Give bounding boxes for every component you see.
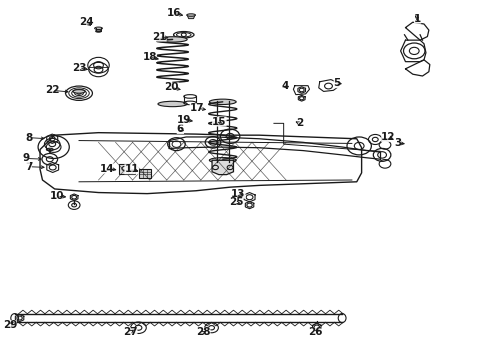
- Text: 17: 17: [189, 103, 204, 113]
- Text: 21: 21: [152, 32, 166, 41]
- Text: 12: 12: [380, 132, 395, 142]
- Ellipse shape: [158, 101, 187, 107]
- Text: 19: 19: [176, 115, 191, 125]
- Text: 24: 24: [79, 17, 93, 27]
- Text: 14: 14: [100, 163, 114, 174]
- Text: 7: 7: [25, 162, 33, 172]
- Text: 25: 25: [228, 197, 243, 207]
- Polygon shape: [212, 160, 233, 175]
- Text: 18: 18: [142, 52, 157, 62]
- Text: 6: 6: [176, 124, 183, 134]
- Text: 16: 16: [166, 8, 181, 18]
- Text: 11: 11: [124, 164, 139, 174]
- Ellipse shape: [94, 27, 102, 30]
- Text: 29: 29: [2, 320, 17, 330]
- Ellipse shape: [209, 99, 236, 104]
- Text: 8: 8: [26, 133, 33, 143]
- Text: 28: 28: [196, 327, 210, 337]
- Polygon shape: [187, 15, 195, 19]
- Ellipse shape: [73, 90, 85, 93]
- Ellipse shape: [186, 14, 195, 16]
- Polygon shape: [139, 169, 150, 178]
- Text: 22: 22: [45, 85, 60, 95]
- Text: 20: 20: [164, 82, 179, 93]
- Text: 3: 3: [394, 138, 401, 148]
- Text: 10: 10: [50, 191, 64, 201]
- Ellipse shape: [158, 37, 187, 42]
- Text: 26: 26: [307, 327, 322, 337]
- Text: 4: 4: [281, 81, 288, 91]
- Ellipse shape: [209, 158, 236, 163]
- Text: 5: 5: [333, 78, 340, 88]
- Text: 2: 2: [295, 118, 302, 128]
- Text: 1: 1: [413, 14, 421, 24]
- Polygon shape: [119, 164, 134, 174]
- Text: 9: 9: [23, 153, 30, 163]
- Text: 13: 13: [231, 189, 245, 199]
- Text: 27: 27: [122, 327, 137, 337]
- Text: 15: 15: [212, 117, 226, 127]
- Text: 23: 23: [72, 63, 86, 73]
